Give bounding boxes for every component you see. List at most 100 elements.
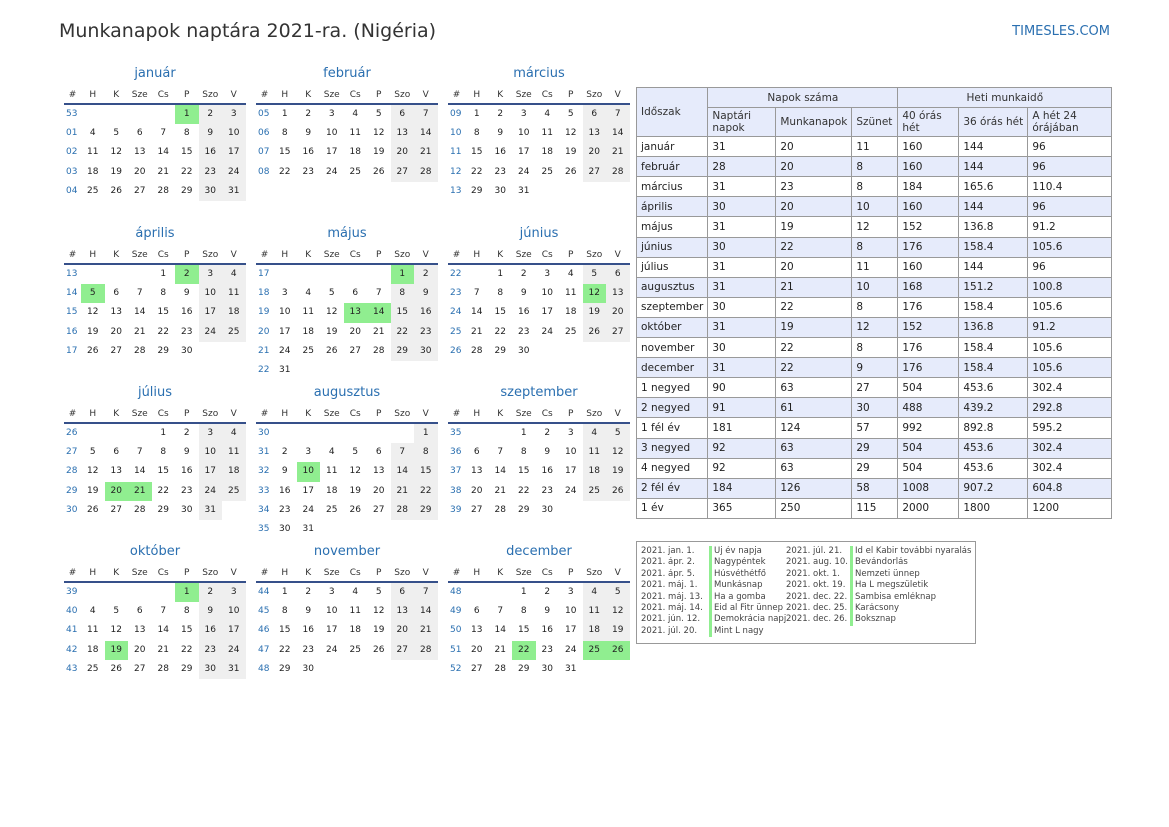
day-cell xyxy=(344,361,368,380)
month-name: január xyxy=(134,66,176,81)
week-row: 14 5 6 7 8 9 10 11 xyxy=(64,284,246,304)
day-cell: 17 xyxy=(302,485,314,496)
month-calendar: december # H K Sze Cs P Szo V 48 1 2 3 4 5 49 6 7 8 9 10 11 12… xyxy=(448,541,630,699)
weekday-header: Szo xyxy=(394,250,411,260)
day-cell: 11 xyxy=(582,443,606,463)
day-cell: 7 xyxy=(160,128,167,139)
weekday-header: Sze xyxy=(515,90,532,100)
day-cell: 13 xyxy=(471,625,483,636)
day-cell xyxy=(105,265,129,284)
week-number: 33 xyxy=(258,485,270,496)
week-number: 47 xyxy=(258,644,270,655)
value-cell: 144 xyxy=(958,196,1029,218)
week-row: 47 22 23 24 25 26 27 28 xyxy=(256,640,438,660)
day-cell: 21 xyxy=(494,644,506,655)
weekday-header: H xyxy=(281,409,289,419)
day-cell: 8 xyxy=(160,288,167,299)
weekday-header: P xyxy=(376,568,382,578)
week-number: 13 xyxy=(66,269,78,279)
day-cell: 12 xyxy=(565,128,577,139)
day-cell: 13 xyxy=(134,625,146,636)
weekday-header-row: # H K Sze Cs P Szo V xyxy=(448,563,630,583)
day-cell: 1 xyxy=(160,428,167,438)
week-row: 42 18 19 20 21 22 23 24 xyxy=(64,640,246,660)
day-cell: 18 xyxy=(326,485,338,496)
holiday-name: Demokrácia napja xyxy=(709,614,786,626)
day-cell: 28 xyxy=(471,345,483,356)
weekday-header: Sze xyxy=(131,250,148,260)
day-cell: 11 xyxy=(222,284,246,304)
day-cell: 3 xyxy=(305,447,312,458)
day-cell: 13 xyxy=(134,147,146,158)
value-cell: 30 xyxy=(707,296,777,318)
weekday-header: P xyxy=(376,90,382,100)
day-cell xyxy=(105,105,129,124)
day-cell: 7 xyxy=(136,447,143,458)
stats-row: 1 év 365 250 115 2000 1800 1200 xyxy=(635,497,1113,519)
week-row: 15 12 13 14 15 16 17 18 xyxy=(64,303,246,323)
day-cell: 9 xyxy=(520,288,527,299)
day-cell: 14 xyxy=(494,466,506,477)
value-cell: 504 xyxy=(897,437,960,459)
day-cell xyxy=(297,361,321,380)
day-cell: 24 xyxy=(198,322,222,342)
day-cell: 27 xyxy=(606,322,630,342)
period-cell: október xyxy=(635,316,709,339)
day-cell: 21 xyxy=(128,481,152,501)
day-cell: 16 xyxy=(302,147,314,158)
day-cell: 1 xyxy=(473,109,480,119)
holiday-legend: 2021. jan. 1. Új év napja 2021. júl. 21. Id… xyxy=(636,541,976,645)
day-cell: 10 xyxy=(326,128,338,139)
day-cell: 31 xyxy=(222,181,246,201)
value-cell: 165.6 xyxy=(958,176,1029,198)
day-cell: 30 xyxy=(198,659,222,679)
week-number: 51 xyxy=(450,644,462,655)
day-cell: 11 xyxy=(541,128,553,139)
week-row: 48 1 2 3 4 5 xyxy=(448,583,630,603)
value-cell: 136.8 xyxy=(958,316,1029,339)
day-cell: 4 xyxy=(567,269,574,279)
day-cell: 3 xyxy=(328,109,335,119)
weekday-header: Szo xyxy=(586,409,603,419)
day-cell: 13 xyxy=(110,307,122,318)
day-cell: 6 xyxy=(390,583,414,603)
day-cell: 4 xyxy=(544,109,551,119)
day-cell: 31 xyxy=(198,500,222,520)
day-cell: 6 xyxy=(136,128,143,139)
weekday-header: K xyxy=(497,409,504,419)
week-row: 30 1 xyxy=(256,424,438,444)
stats-table: Időszak Napok száma Heti munkaidő Naptár… xyxy=(635,86,1113,519)
value-cell: 124 xyxy=(775,417,853,439)
weekday-header: P xyxy=(376,250,382,260)
day-cell: 16 xyxy=(494,147,506,158)
day-cell: 8 xyxy=(281,128,288,139)
week-row: 07 15 16 17 18 19 20 21 xyxy=(256,143,438,163)
week-row: 24 14 15 16 17 18 19 20 xyxy=(448,303,630,323)
value-cell: 250 xyxy=(775,497,853,519)
site-link[interactable]: TIMESLES.COM xyxy=(1012,24,1110,39)
day-cell xyxy=(273,265,297,284)
week-number: 06 xyxy=(258,128,270,139)
day-cell: 2 xyxy=(183,428,190,438)
value-cell: 91 xyxy=(707,397,777,419)
day-cell: 29 xyxy=(518,663,530,674)
day-cell: 6 xyxy=(606,265,630,285)
hours-36-header: 36 órás hét xyxy=(958,107,1029,138)
period-cell: 1 negyed xyxy=(635,377,709,399)
day-cell xyxy=(367,520,391,539)
day-cell: 28 xyxy=(414,640,438,660)
day-cell: 15 xyxy=(390,303,414,323)
day-cell: 18 xyxy=(349,625,361,636)
week-row: 52 27 28 29 30 31 xyxy=(448,660,630,679)
value-cell: 30 xyxy=(707,196,777,218)
day-cell: 8 xyxy=(281,606,288,617)
day-cell: 23 xyxy=(302,166,314,177)
day-cell: 2 xyxy=(305,587,312,597)
week-number: 13 xyxy=(450,185,462,196)
holiday-name: Mint L nagy xyxy=(709,625,786,638)
stats-row: december 31 22 9 176 158.4 105.6 xyxy=(635,357,1113,379)
weekday-header: Cs xyxy=(157,90,169,100)
day-cell: 20 xyxy=(110,326,122,337)
day-cell: 17 xyxy=(326,625,338,636)
day-cell: 8 xyxy=(390,284,414,304)
